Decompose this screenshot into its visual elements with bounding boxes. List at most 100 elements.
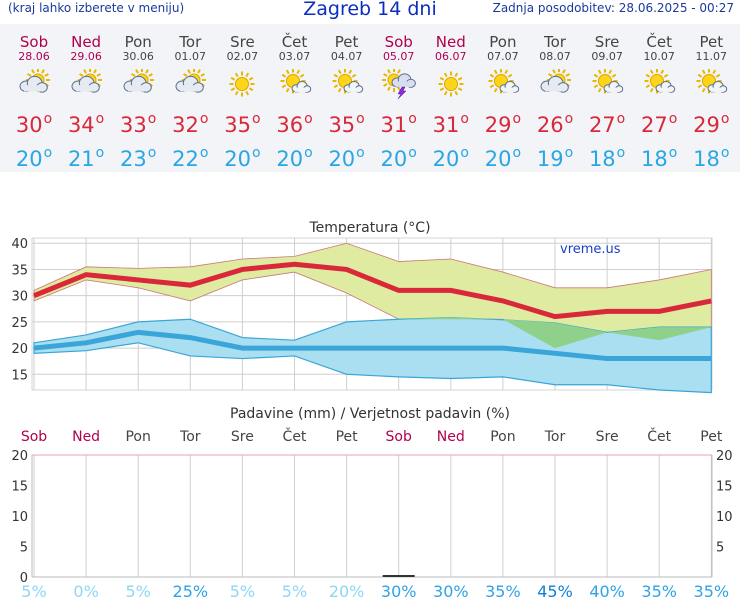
thunderstorm-icon (381, 68, 416, 100)
day-name: Ned (435, 33, 466, 51)
day-column: Ned 29.06 34o 21o (60, 24, 112, 171)
min-temperature: 19o (529, 141, 581, 171)
min-temperature: 20o (8, 141, 60, 171)
min-temperature: 18o (685, 141, 737, 171)
min-temperature-value: 20 (484, 147, 512, 171)
precipitation-probability: 20% (328, 582, 365, 601)
precipitation-day-label: Ned (436, 429, 465, 445)
precipitation-probability: 5% (281, 582, 308, 601)
precipitation-bar (382, 575, 415, 577)
sun-small-cloud-icon (278, 68, 312, 99)
y-tick-label: 15 (11, 480, 28, 495)
watermark: vreme.us (560, 242, 621, 257)
degree-symbol: o (512, 145, 522, 161)
min-temperature: 22o (164, 141, 216, 171)
day-column: Pet 04.07 35o 20o (321, 24, 373, 171)
band-overlap (34, 272, 712, 349)
degree-symbol: o (43, 111, 53, 127)
min-temperature-value: 18 (641, 147, 668, 171)
day-name: Tor (179, 33, 202, 51)
degree-symbol: o (616, 111, 626, 127)
precipitation-probability: 30% (433, 582, 469, 601)
last-update: Zadnja posodobitev: 28.06.2025 - 00:27 (492, 1, 734, 15)
day-date: 04.07 (330, 50, 363, 63)
precipitation-probability: 40% (589, 582, 625, 601)
max-temperature-value: 27 (641, 113, 668, 137)
max-temperature: 34o (60, 107, 112, 137)
day-date: 29.06 (70, 50, 102, 63)
sun-small-cloud-icon (330, 68, 364, 99)
precipitation-probability: 0% (73, 582, 99, 601)
day-name: Čet (281, 33, 308, 51)
degree-symbol: o (408, 145, 417, 161)
max-temperature: 29o (477, 107, 529, 137)
max-temperature: 26o (529, 107, 581, 137)
min-temperature: 20o (373, 141, 425, 171)
day-name: Pon (489, 33, 517, 51)
y-tick-label: 35 (11, 263, 28, 278)
partly-cloudy-icon (17, 68, 51, 99)
degree-symbol: o (43, 145, 53, 161)
max-temperature-value: 31 (380, 113, 408, 137)
min-temperature-value: 20 (328, 147, 356, 171)
degree-symbol: o (564, 111, 574, 127)
min-temperature-value: 18 (588, 147, 616, 171)
day-name: Sre (594, 33, 620, 51)
sun-small-cloud-icon (590, 68, 624, 99)
day-name: Sob (19, 33, 49, 51)
degree-symbol: o (199, 111, 209, 127)
sun-small-cloud-icon (642, 68, 676, 99)
y-tick-label-right: 20 (716, 449, 733, 464)
sun-icon (225, 69, 259, 99)
day-name: Pet (699, 33, 724, 51)
degree-symbol: o (720, 111, 730, 127)
max-temperature: 31o (373, 107, 425, 137)
location-menu-hint[interactable]: (kraj lahko izberete v meniju) (8, 1, 185, 15)
min-temperature: 20o (477, 141, 529, 171)
page-title: Zagreb 14 dni (303, 0, 437, 20)
max-temperature: 36o (269, 107, 321, 137)
max-temperature-value: 35 (224, 113, 251, 137)
day-date: 09.07 (591, 50, 623, 63)
precipitation-day-label: Čet (647, 429, 672, 445)
precipitation-chart: 0 5 5 10 10 15 15 20 20 (11, 449, 733, 586)
max-temperature: 27o (581, 107, 633, 137)
partly-cloudy-icon (69, 68, 103, 99)
y-tick-label: 20 (11, 342, 28, 357)
min-temperature: 20o (269, 141, 321, 171)
sun-small-cloud-icon (694, 68, 728, 99)
precipitation-probability: 5% (229, 582, 256, 601)
max-temperature-value: 26 (536, 113, 564, 137)
day-column: Pet 11.07 29o 18o (685, 24, 737, 171)
day-name: Tor (544, 33, 566, 51)
precipitation-day-label: Čet (282, 429, 307, 445)
precipitation-probability: 30% (380, 582, 417, 601)
day-column: Pon 07.07 29o 20o (477, 24, 529, 171)
degree-symbol: o (512, 111, 522, 127)
y-tick-label: 10 (11, 510, 28, 525)
min-temperature: 20o (216, 141, 268, 171)
precipitation-day-label: Pet (335, 429, 358, 445)
y-tick-label: 40 (11, 237, 28, 252)
min-temperature-value: 23 (120, 147, 147, 171)
degree-symbol: o (251, 145, 261, 161)
max-temperature: 35o (321, 107, 373, 137)
partly-cloudy-icon (538, 68, 572, 99)
precipitation-day-label: Tor (180, 429, 201, 445)
day-date: 02.07 (226, 50, 259, 63)
precipitation-day-label: Sre (595, 429, 619, 445)
min-temperature-value: 19 (536, 147, 564, 171)
y-tick-label-right: 10 (716, 510, 733, 525)
y-tick-label: 30 (11, 290, 28, 305)
day-column: Sre 09.07 27o 18 o (581, 24, 633, 171)
min-temperature-value: 20 (224, 147, 251, 171)
day-column: Sre 02.07 35o 20o (216, 24, 268, 171)
precipitation-day-label: Sob (20, 429, 48, 445)
plot-area (32, 455, 712, 577)
precipitation-day-label: Tor (544, 429, 566, 445)
min-temperature-value: 21 (67, 147, 95, 171)
day-date: 30.06 (122, 50, 154, 63)
sun-icon (434, 69, 468, 99)
precipitation-probability: 5% (21, 582, 47, 601)
min-temperature: 20o (321, 141, 373, 171)
